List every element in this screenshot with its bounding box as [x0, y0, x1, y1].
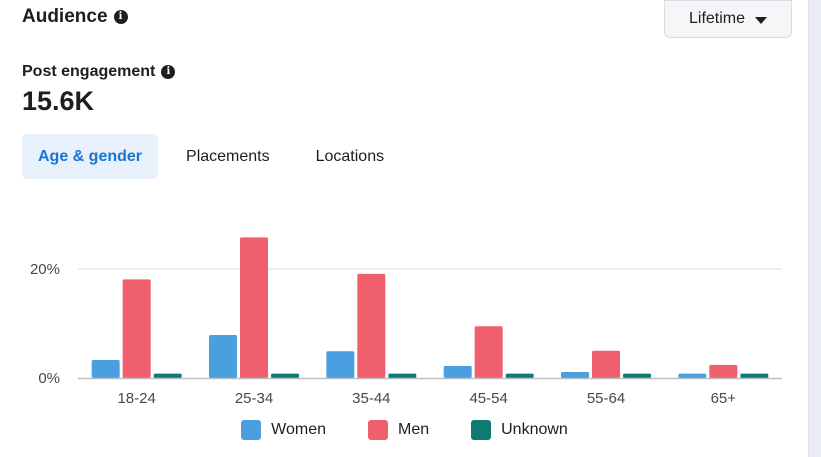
legend-swatch-unknown — [471, 420, 492, 440]
legend-item-unknown[interactable]: Unknown — [471, 420, 568, 440]
post-engagement-label-row: Post engagement i — [22, 63, 176, 81]
bar-men-65+[interactable] — [709, 364, 738, 378]
x-tick-label: 25-34 — [235, 390, 273, 407]
legend-label-women: Women — [271, 421, 326, 438]
bar-women-65+[interactable] — [678, 373, 707, 378]
audience-tabs: Age & gender Placements Locations — [22, 134, 400, 179]
age-gender-bar-chart: 0% 20% 18-24 25-34 35-44 45-54 55-64 65+ — [30, 237, 782, 407]
bar-unknown-45-54[interactable] — [505, 373, 534, 378]
tab-age-gender[interactable]: Age & gender — [22, 134, 159, 179]
tab-locations[interactable]: Locations — [315, 147, 385, 165]
bar-men-55-64[interactable] — [592, 350, 620, 378]
audience-title: Audience — [22, 6, 108, 27]
bar-men-35-44[interactable] — [357, 273, 386, 378]
bar-unknown-65+[interactable] — [740, 373, 769, 378]
x-tick-label: 18-24 — [117, 390, 155, 407]
info-icon[interactable]: i — [161, 65, 176, 79]
legend-label-men: Men — [398, 421, 430, 438]
x-tick-label: 35-44 — [352, 390, 390, 407]
bar-women-55-64[interactable] — [561, 372, 589, 378]
tab-placements[interactable]: Placements — [186, 147, 270, 165]
bar-unknown-25-34[interactable] — [271, 373, 299, 378]
date-range-value: Lifetime — [688, 10, 746, 27]
chart-legend: Women Men Unknown — [0, 420, 809, 440]
bar-men-25-34[interactable] — [240, 237, 268, 378]
y-tick-label: 0% — [38, 370, 60, 387]
bar-unknown-18-24[interactable] — [153, 373, 182, 378]
bar-men-18-24[interactable] — [122, 279, 151, 378]
legend-swatch-women — [241, 420, 262, 440]
bar-women-35-44[interactable] — [326, 351, 355, 378]
bar-women-45-54[interactable] — [443, 366, 472, 378]
x-tick-label: 55-64 — [587, 390, 625, 407]
audience-header: Audience i — [22, 6, 128, 28]
bar-unknown-35-44[interactable] — [388, 373, 417, 378]
post-engagement-value: 15.6K — [22, 86, 95, 116]
legend-item-men[interactable]: Men — [368, 420, 429, 440]
bar-women-25-34[interactable] — [209, 334, 237, 378]
x-tick-label: 65+ — [711, 390, 737, 407]
caret-down-icon — [755, 16, 768, 24]
post-engagement-label: Post engagement — [22, 63, 156, 80]
legend-item-women[interactable]: Women — [241, 420, 326, 440]
bar-men-45-54[interactable] — [474, 326, 503, 378]
legend-swatch-men — [368, 420, 388, 440]
bar-women-18-24[interactable] — [91, 360, 120, 378]
info-icon[interactable]: i — [113, 10, 128, 24]
legend-label-unknown: Unknown — [501, 421, 568, 438]
x-tick-label: 45-54 — [469, 390, 507, 407]
date-range-dropdown[interactable]: Lifetime — [664, 0, 792, 38]
bar-unknown-55-64[interactable] — [623, 373, 651, 378]
y-tick-label: 20% — [30, 261, 60, 278]
